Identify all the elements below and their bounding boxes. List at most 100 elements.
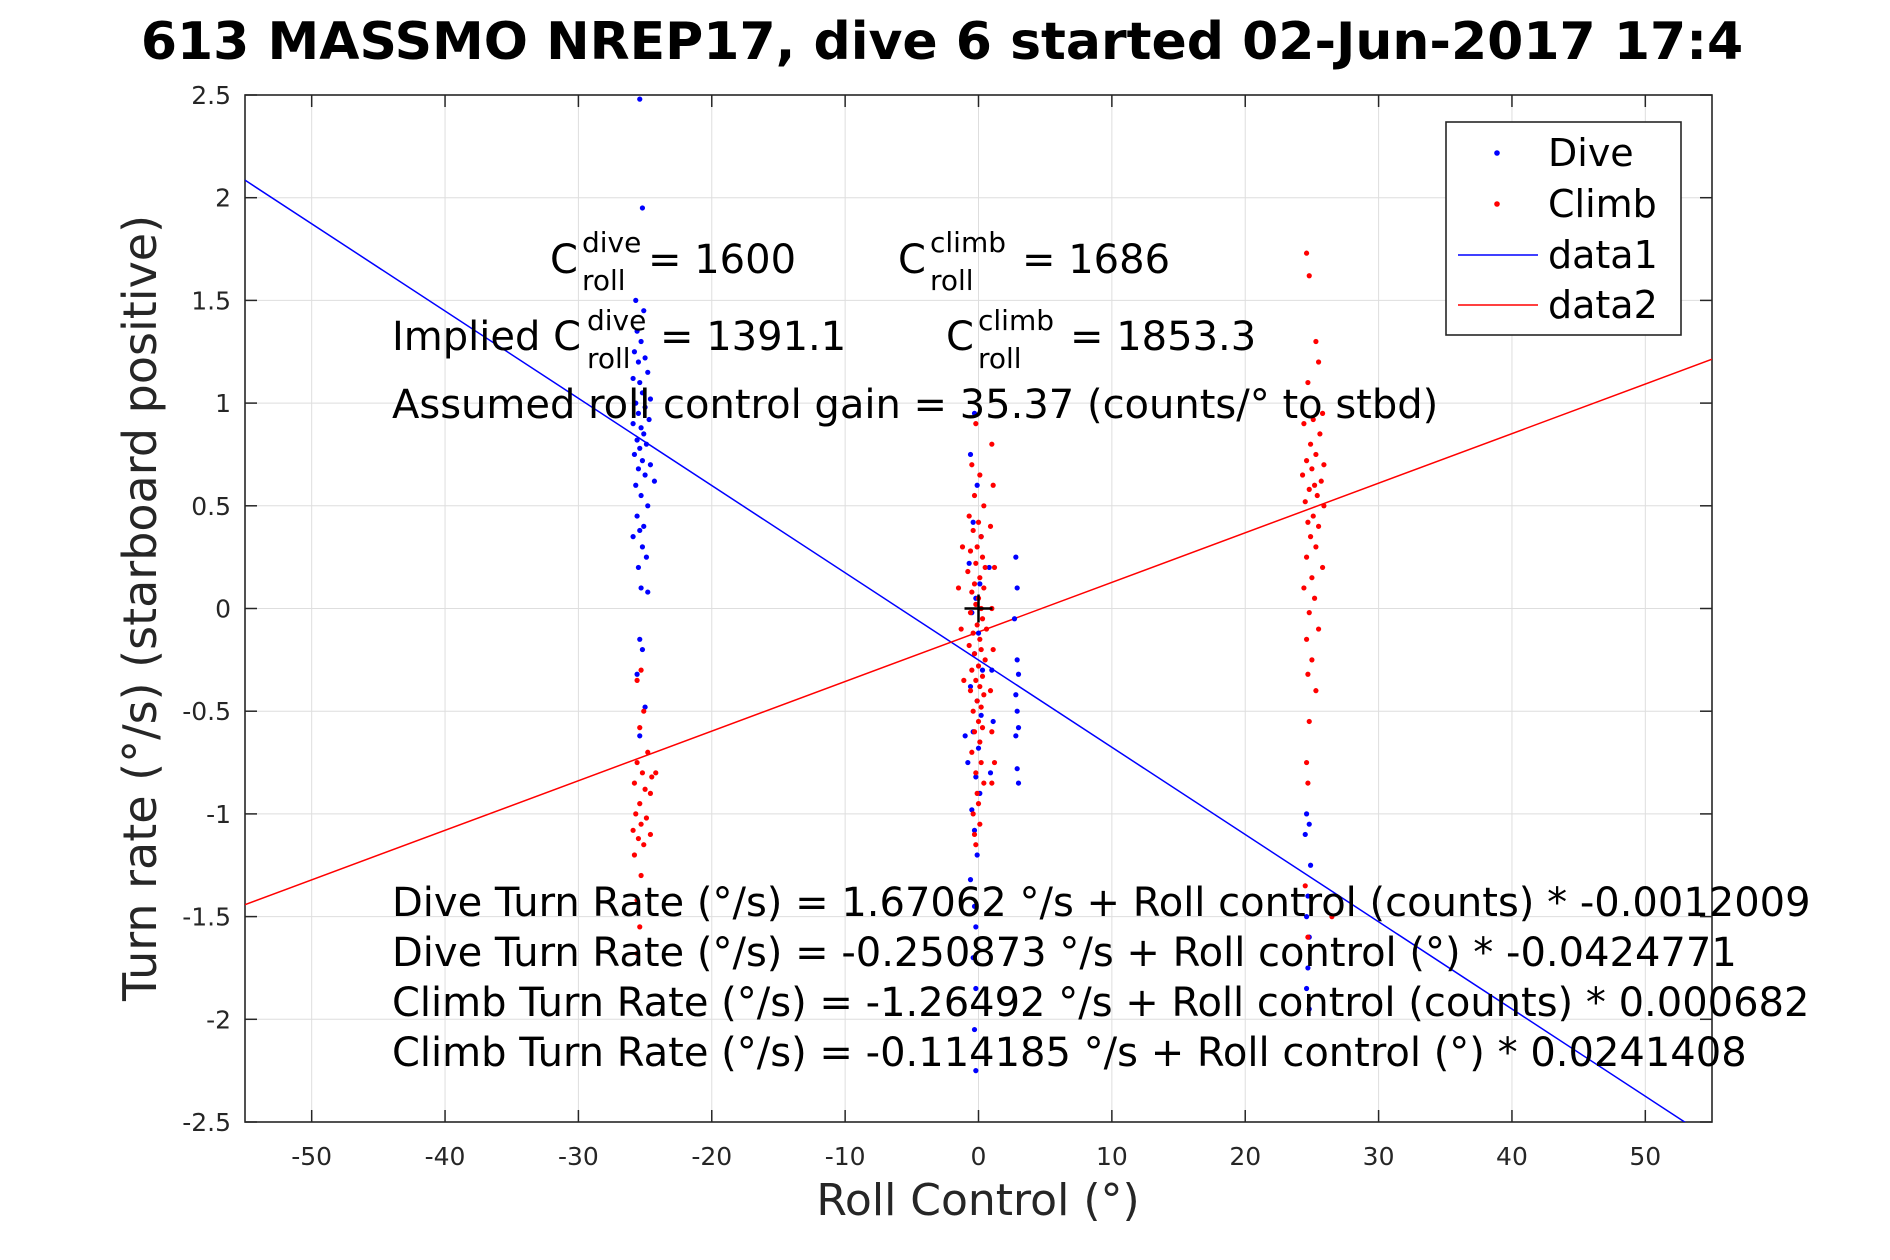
dive-point [966,560,972,566]
dive-point [638,425,644,431]
implied-dive-value: = 1391.1 [660,314,846,360]
dive-point [631,451,638,458]
climb-point [1305,379,1311,386]
climb-point [971,492,978,499]
climb-point [979,554,986,560]
climb-point [637,801,643,807]
climb-point [1317,431,1323,437]
climb-point [961,677,967,683]
dive-point [631,349,638,355]
dive-point [634,671,640,677]
climb-point [1321,503,1327,509]
climb-point [1319,564,1326,571]
climb-point [647,790,654,796]
dive-point [637,445,643,451]
dive-point [970,519,976,525]
dive-point [1015,671,1022,677]
dive-point [1307,862,1314,868]
climb-point [959,544,966,550]
dive-point [638,585,644,591]
dive-point [645,369,651,375]
climb-point [645,749,651,755]
dive-point [987,770,994,776]
dive-point [1011,616,1018,622]
climb-point [983,626,990,632]
climb-point [971,651,978,657]
climb-point [638,872,644,879]
climb-point [649,774,655,780]
implied-dive-sub: roll [587,342,631,375]
climb-point [653,770,659,776]
dive-point [1014,708,1020,714]
dive-point [635,410,642,416]
climb-point [958,626,964,632]
x-axis-label: Roll Control (°) [816,1175,1139,1226]
dive-point [971,1026,978,1033]
climb-point [981,692,987,698]
dive-point [637,96,643,102]
climb-point [978,759,984,766]
climb-point [973,770,979,776]
dive-point [635,466,642,472]
climb-point [1315,359,1322,365]
legend: Dive Climb data1 data2 [1445,121,1682,336]
dive-point [637,527,643,534]
c-climb-sub: roll [930,264,974,297]
data-points [630,96,1335,1074]
x-tick-label: 0 [971,1142,987,1171]
y-tick-label: 2.5 [191,81,231,110]
dive-point [973,774,979,780]
climb-point [970,527,976,534]
climb-point [977,636,983,642]
dive-point [630,534,636,540]
climb-point [1305,671,1311,677]
dive-point [965,759,971,766]
dive-point [639,646,646,653]
climb-point [979,616,986,622]
climb-point [638,821,644,827]
climb-point [1313,544,1319,550]
climb-point [1303,250,1310,256]
dive-point [637,379,643,386]
climb-point [989,441,995,447]
y-tick-label: -1 [206,800,231,829]
climb-point [974,790,980,796]
climb-point [1318,478,1324,484]
implied-climb-base: C [946,314,974,360]
climb-point [969,462,975,468]
climb-point [1303,554,1310,560]
climb-point [978,646,984,653]
c-dive-sub: roll [582,264,626,297]
climb-point [1301,585,1307,591]
x-tick-label: -30 [558,1142,599,1171]
dive-point [642,472,648,478]
climb-point [973,601,979,607]
implied-climb-sub: roll [978,342,1022,375]
climb-point [978,534,984,540]
dive-point [633,482,639,488]
chart-title: 613 MASSMO NREP17, dive 6 started 02-Jun… [141,12,1743,72]
implied-dive-sup: dive [587,304,646,337]
fit-dive-degrees: Dive Turn Rate (°/s) = -0.250873 °/s + R… [392,930,1737,976]
climb-point [969,667,975,673]
dive-point [1305,893,1311,899]
y-tick-label: -2 [206,1005,231,1034]
dive-point [637,733,643,739]
climb-point [631,780,638,786]
climb-point [978,704,984,710]
dive-point [1013,733,1019,739]
climb-point [1313,338,1319,345]
y-tick-label: -1.5 [182,903,231,932]
climb-point [1301,421,1307,427]
climb-point [1303,458,1310,464]
climb-point [1306,610,1312,616]
dive-point [1014,766,1020,772]
climb-point [967,688,974,694]
x-tick-label: -40 [425,1142,466,1171]
x-tick-label: 50 [1629,1142,1661,1171]
dive-point [634,437,640,443]
climb-point [974,622,980,628]
climb-point [1306,273,1312,279]
dive-point [639,390,646,396]
dive-point [1306,1006,1312,1012]
